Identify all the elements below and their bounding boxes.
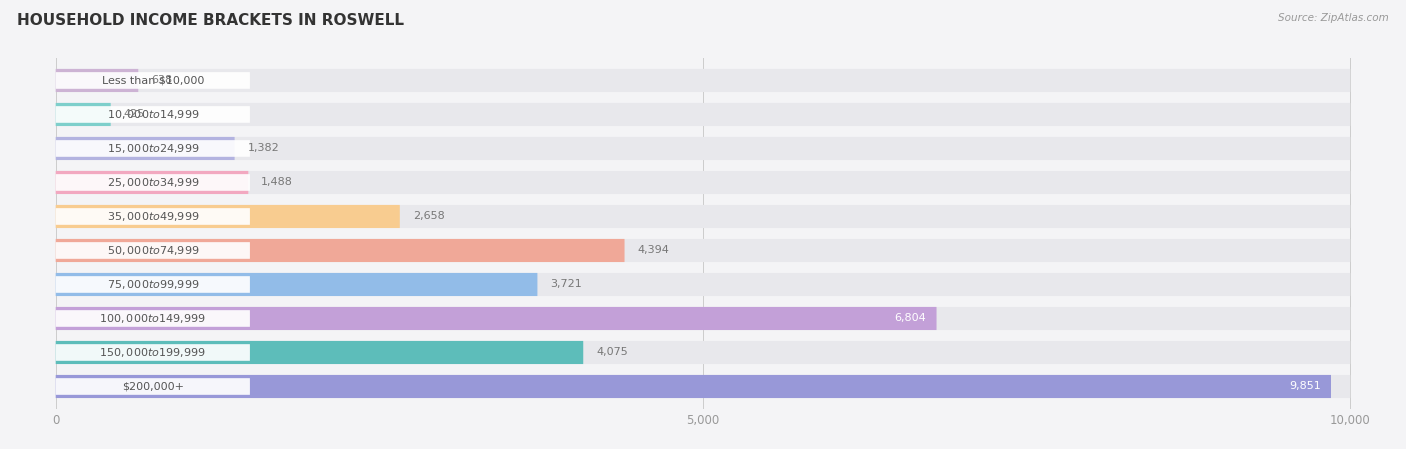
- Text: 4,394: 4,394: [637, 246, 669, 255]
- Text: 1,488: 1,488: [262, 177, 294, 188]
- FancyBboxPatch shape: [56, 72, 250, 89]
- Text: $75,000 to $99,999: $75,000 to $99,999: [107, 278, 200, 291]
- FancyBboxPatch shape: [56, 344, 250, 361]
- FancyBboxPatch shape: [56, 341, 583, 364]
- FancyBboxPatch shape: [56, 171, 1350, 194]
- Text: $35,000 to $49,999: $35,000 to $49,999: [107, 210, 200, 223]
- FancyBboxPatch shape: [56, 69, 1350, 92]
- FancyBboxPatch shape: [56, 239, 624, 262]
- FancyBboxPatch shape: [56, 171, 249, 194]
- FancyBboxPatch shape: [56, 378, 250, 395]
- FancyBboxPatch shape: [56, 205, 399, 228]
- FancyBboxPatch shape: [56, 273, 537, 296]
- FancyBboxPatch shape: [56, 239, 1350, 262]
- FancyBboxPatch shape: [56, 69, 138, 92]
- Text: $200,000+: $200,000+: [122, 382, 184, 392]
- FancyBboxPatch shape: [56, 341, 1350, 364]
- Text: $100,000 to $149,999: $100,000 to $149,999: [100, 312, 207, 325]
- Text: 4,075: 4,075: [596, 348, 628, 357]
- Text: $25,000 to $34,999: $25,000 to $34,999: [107, 176, 200, 189]
- FancyBboxPatch shape: [56, 103, 111, 126]
- FancyBboxPatch shape: [56, 375, 1350, 398]
- FancyBboxPatch shape: [56, 375, 1331, 398]
- FancyBboxPatch shape: [56, 242, 250, 259]
- FancyBboxPatch shape: [56, 310, 250, 327]
- Text: $15,000 to $24,999: $15,000 to $24,999: [107, 142, 200, 155]
- FancyBboxPatch shape: [56, 103, 1350, 126]
- Text: Source: ZipAtlas.com: Source: ZipAtlas.com: [1278, 13, 1389, 23]
- FancyBboxPatch shape: [56, 208, 250, 225]
- Text: $150,000 to $199,999: $150,000 to $199,999: [100, 346, 207, 359]
- Text: 6,804: 6,804: [894, 313, 927, 323]
- FancyBboxPatch shape: [56, 273, 1350, 296]
- FancyBboxPatch shape: [56, 307, 936, 330]
- FancyBboxPatch shape: [56, 174, 250, 191]
- FancyBboxPatch shape: [56, 137, 1350, 160]
- Text: 1,382: 1,382: [247, 144, 280, 154]
- FancyBboxPatch shape: [56, 307, 1350, 330]
- FancyBboxPatch shape: [56, 276, 250, 293]
- FancyBboxPatch shape: [56, 106, 250, 123]
- Text: 9,851: 9,851: [1289, 382, 1320, 392]
- Text: 3,721: 3,721: [550, 279, 582, 290]
- Text: 425: 425: [124, 110, 145, 119]
- FancyBboxPatch shape: [56, 140, 250, 157]
- Text: HOUSEHOLD INCOME BRACKETS IN ROSWELL: HOUSEHOLD INCOME BRACKETS IN ROSWELL: [17, 13, 404, 28]
- Text: 638: 638: [152, 75, 173, 85]
- FancyBboxPatch shape: [56, 137, 235, 160]
- FancyBboxPatch shape: [56, 205, 1350, 228]
- Text: $50,000 to $74,999: $50,000 to $74,999: [107, 244, 200, 257]
- Text: $10,000 to $14,999: $10,000 to $14,999: [107, 108, 200, 121]
- Text: Less than $10,000: Less than $10,000: [101, 75, 204, 85]
- Text: 2,658: 2,658: [413, 211, 444, 221]
